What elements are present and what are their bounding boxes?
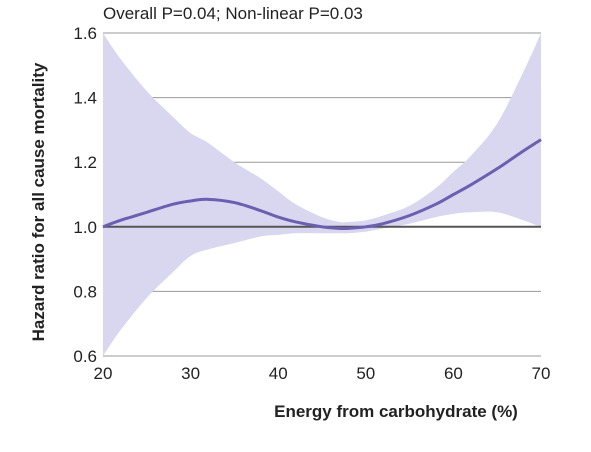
x-tick-label: 60 [444,364,463,383]
y-axis-ticks: 0.6 0.8 1.0 1.2 1.4 1.6 [73,24,97,366]
y-tick-label: 0.6 [73,347,97,366]
x-tick-label: 50 [356,364,375,383]
y-tick-label: 1.0 [73,218,97,237]
y-tick-label: 1.6 [73,24,97,43]
y-tick-label: 1.4 [73,89,97,108]
y-axis-label: Hazard ratio for all cause mortality [29,62,48,341]
x-tick-label: 20 [94,364,113,383]
hazard-ratio-curve [102,138,542,231]
confidence-band [103,33,541,356]
x-tick-label: 30 [181,364,200,383]
y-tick-label: 0.8 [73,282,97,301]
x-tick-label: 40 [269,364,288,383]
x-axis-ticks: 20 30 40 50 60 70 [94,364,551,383]
y-tick-label: 1.2 [73,153,97,172]
x-axis-label: Energy from carbohydrate (%) [274,402,518,421]
x-tick-label: 70 [532,364,551,383]
chart-title: Overall P=0.04; Non-linear P=0.03 [103,4,363,23]
